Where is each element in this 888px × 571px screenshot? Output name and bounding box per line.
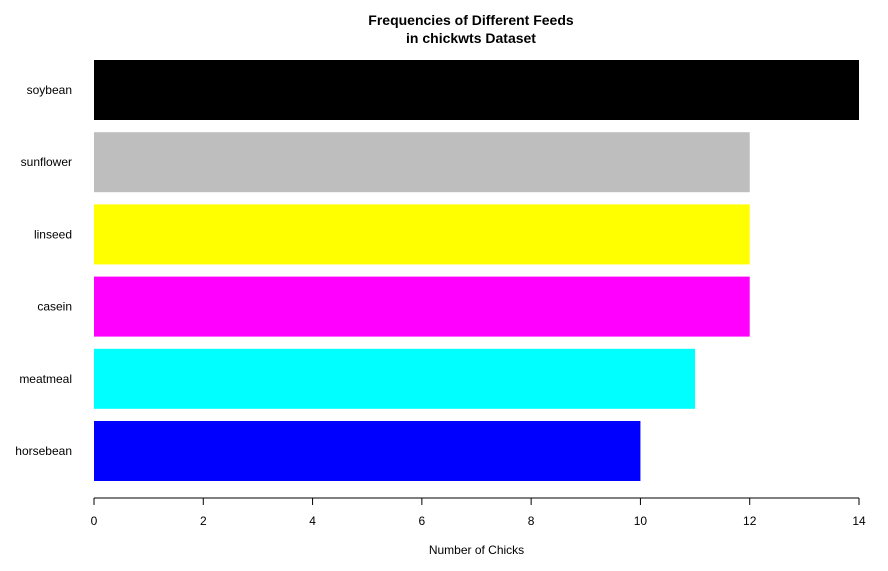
chart-title-line-2: in chickwts Dataset [406,30,536,46]
bar-linseed [94,204,750,265]
bar-casein [94,276,750,337]
category-label-linseed: linseed [34,227,72,241]
category-label-meatmeal: meatmeal [19,372,72,386]
bar-sunflower [94,132,750,193]
category-label-horsebean: horsebean [15,444,72,458]
chart-title-line-1: Frequencies of Different Feeds [368,12,574,28]
x-tick-label-4: 4 [309,514,316,528]
x-tick-label-10: 10 [634,514,648,528]
x-tick-label-2: 2 [200,514,207,528]
category-label-soybean: soybean [27,83,72,97]
bars-group [94,60,859,481]
x-tick-label-0: 0 [91,514,98,528]
x-tick-label-8: 8 [528,514,535,528]
category-label-sunflower: sunflower [21,155,72,169]
bar-meatmeal [94,348,696,409]
x-tick-label-6: 6 [419,514,426,528]
category-label-casein: casein [37,300,72,314]
x-tick-label-14: 14 [852,514,866,528]
bar-soybean [94,60,859,120]
x-axis: 0 2 4 6 8 10 12 14 [91,497,866,528]
x-axis-title: Number of Chicks [429,543,524,557]
bar-horsebean [94,421,641,481]
category-labels: soybean sunflower linseed casein meatmeal hor… [15,83,72,458]
x-tick-label-12: 12 [743,514,757,528]
